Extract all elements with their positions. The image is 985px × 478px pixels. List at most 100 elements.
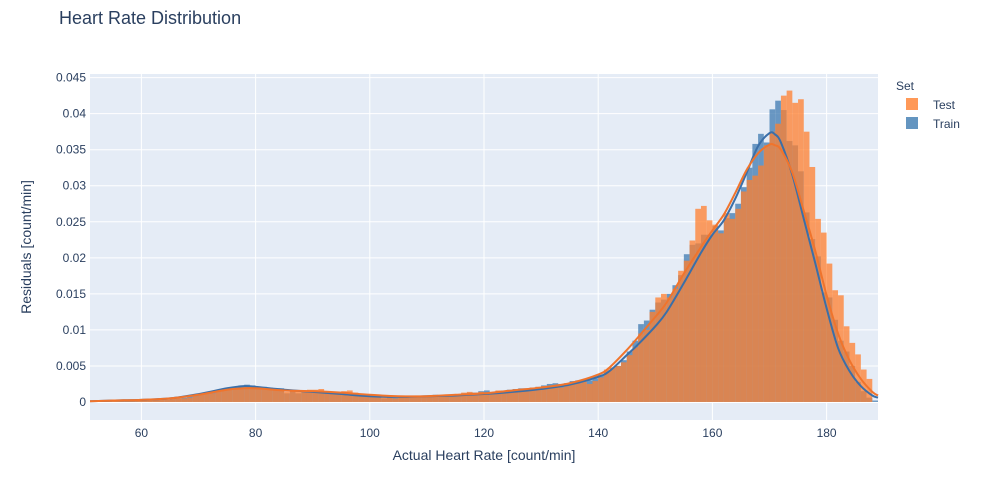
test-bar[interactable]	[209, 393, 216, 402]
test-bar[interactable]	[855, 354, 861, 402]
test-bar[interactable]	[678, 270, 684, 402]
test-bar[interactable]	[306, 389, 313, 402]
test-bar[interactable]	[780, 95, 787, 402]
legend-swatch-train[interactable]	[906, 117, 918, 129]
test-bar[interactable]	[700, 205, 707, 402]
test-bar[interactable]	[643, 329, 650, 402]
legend-label-train[interactable]: Train	[933, 117, 960, 131]
test-bar[interactable]	[592, 381, 599, 402]
test-bar[interactable]	[518, 389, 524, 402]
test-bar[interactable]	[763, 145, 770, 402]
test-bar[interactable]	[244, 386, 250, 402]
test-bar[interactable]	[501, 391, 507, 402]
test-bar[interactable]	[426, 396, 433, 402]
test-bar[interactable]	[444, 396, 450, 402]
test-bar[interactable]	[169, 398, 176, 402]
test-bar[interactable]	[318, 389, 325, 402]
test-bar[interactable]	[689, 240, 696, 402]
test-bar[interactable]	[803, 131, 810, 402]
test-bar[interactable]	[758, 165, 764, 402]
test-bar[interactable]	[638, 333, 644, 402]
test-bar[interactable]	[449, 395, 456, 402]
test-bar[interactable]	[181, 398, 188, 402]
test-bar[interactable]	[147, 399, 153, 402]
test-bar[interactable]	[392, 398, 399, 402]
test-bar[interactable]	[221, 390, 228, 402]
test-bar[interactable]	[621, 362, 627, 402]
test-bar[interactable]	[523, 389, 530, 402]
test-bar[interactable]	[563, 386, 570, 402]
test-bar[interactable]	[661, 293, 667, 402]
test-bar[interactable]	[820, 232, 827, 402]
test-bar[interactable]	[632, 347, 639, 402]
test-bar[interactable]	[723, 213, 730, 402]
train-kde-curve[interactable]	[89, 131, 879, 403]
test-bar[interactable]	[278, 389, 285, 402]
test-bar[interactable]	[341, 391, 347, 402]
test-bar[interactable]	[432, 395, 439, 402]
test-bar[interactable]	[849, 342, 856, 402]
test-bar[interactable]	[575, 383, 582, 402]
test-bar[interactable]	[255, 388, 262, 402]
test-bar[interactable]	[506, 391, 513, 402]
test-bar[interactable]	[718, 233, 724, 402]
test-bar[interactable]	[655, 297, 662, 402]
test-bar[interactable]	[786, 90, 793, 402]
test-bar[interactable]	[421, 396, 427, 402]
test-bar[interactable]	[729, 218, 736, 402]
test-bar[interactable]	[352, 392, 359, 402]
test-bar[interactable]	[175, 397, 182, 402]
test-bar[interactable]	[712, 224, 719, 402]
test-bar[interactable]	[603, 369, 610, 402]
test-bar[interactable]	[535, 386, 542, 402]
test-bar[interactable]	[249, 386, 256, 402]
legend-label-test[interactable]: Test	[933, 98, 956, 112]
test-bar[interactable]	[398, 396, 405, 402]
test-bar[interactable]	[455, 394, 462, 402]
test-bar[interactable]	[626, 355, 633, 402]
test-bar[interactable]	[735, 208, 741, 402]
test-bar[interactable]	[581, 381, 587, 402]
test-bar[interactable]	[546, 388, 553, 402]
test-bar[interactable]	[324, 391, 330, 402]
test-bar[interactable]	[198, 394, 205, 402]
test-bar[interactable]	[261, 389, 268, 402]
test-bar[interactable]	[466, 391, 473, 402]
test-bar[interactable]	[809, 166, 816, 402]
test-bar[interactable]	[295, 391, 302, 402]
test-bar[interactable]	[364, 396, 370, 402]
test-bar[interactable]	[375, 396, 382, 402]
test-bar[interactable]	[489, 392, 496, 402]
test-bar[interactable]	[558, 387, 564, 402]
test-bar[interactable]	[541, 386, 547, 402]
test-bar[interactable]	[512, 389, 519, 402]
test-bar[interactable]	[289, 391, 296, 402]
test-bar[interactable]	[284, 391, 290, 402]
test-bar[interactable]	[695, 208, 701, 402]
test-bar[interactable]	[164, 399, 170, 402]
test-bar[interactable]	[615, 365, 622, 402]
test-bar[interactable]	[386, 396, 393, 402]
test-bar[interactable]	[775, 123, 781, 402]
test-bar[interactable]	[192, 396, 199, 402]
test-bar[interactable]	[335, 392, 342, 402]
test-bar[interactable]	[358, 395, 365, 402]
test-bar[interactable]	[227, 389, 233, 402]
test-bar[interactable]	[124, 400, 130, 402]
test-bar[interactable]	[301, 390, 307, 402]
test-bar[interactable]	[752, 175, 759, 402]
test-bar[interactable]	[141, 399, 148, 402]
test-bar[interactable]	[312, 389, 319, 402]
test-bar[interactable]	[369, 396, 376, 402]
test-bar[interactable]	[769, 131, 776, 402]
test-bar[interactable]	[272, 390, 279, 402]
test-bar[interactable]	[815, 218, 821, 402]
test-bar[interactable]	[152, 399, 159, 402]
test-bar[interactable]	[552, 386, 559, 402]
test-bar[interactable]	[838, 295, 844, 402]
test-kde-curve[interactable]	[89, 143, 879, 403]
test-bar[interactable]	[598, 377, 604, 402]
test-bar[interactable]	[706, 220, 713, 402]
test-bar[interactable]	[666, 297, 673, 402]
test-bar[interactable]	[832, 290, 839, 402]
